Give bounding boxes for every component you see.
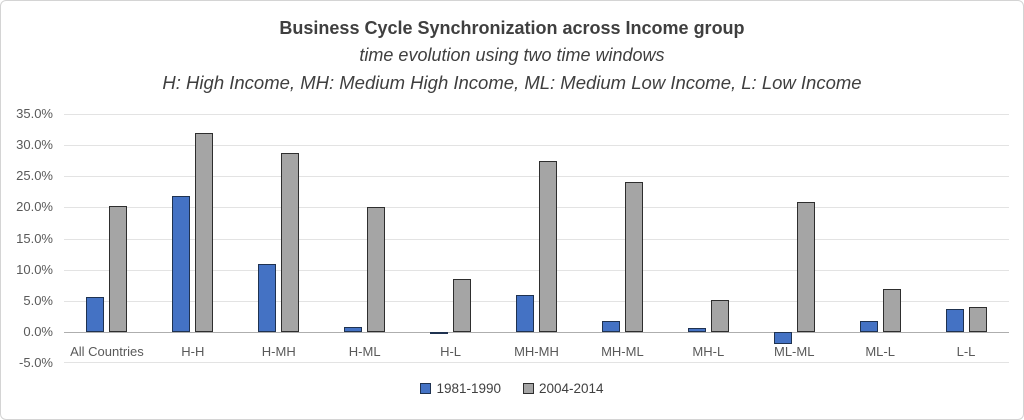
y-axis-label: -5.0%: [19, 355, 53, 370]
bar-2004-2014-H-L: [453, 278, 472, 332]
gridline: [64, 145, 1009, 147]
y-axis-label: 10.0%: [16, 261, 53, 277]
chart-note: H: High Income, MH: Medium High Income, …: [162, 72, 862, 93]
x-axis-label: H-H: [181, 343, 205, 359]
category-group: ML-L: [837, 114, 923, 363]
bar-1981-1990-ML-ML: [773, 331, 792, 345]
bar-2004-2014-H-H: [195, 132, 214, 332]
gridline: [64, 114, 1009, 115]
gridline: [64, 207, 1009, 209]
y-axis-label: 25.0%: [16, 168, 53, 184]
bar-2004-2014-MH-MH: [538, 161, 557, 332]
category-group: MH-L: [665, 114, 751, 363]
bar-1981-1990-MH-L: [687, 328, 706, 332]
gridline: [64, 269, 1009, 271]
y-axis-label: 20.0%: [16, 199, 53, 215]
bar-1981-1990-H-MH: [258, 264, 277, 332]
category-group: H-H: [150, 114, 236, 363]
bar-1981-1990-MH-MH: [515, 294, 534, 332]
bar-2004-2014-MH-ML: [624, 182, 643, 332]
legend-label-1981-1990: 1981-1990: [436, 381, 501, 396]
legend: 1981-1990 2004-2014: [1, 381, 1023, 396]
bar-1981-1990-MH-ML: [601, 320, 620, 332]
x-axis-label: All Countries: [70, 343, 144, 359]
gridline: [64, 362, 1009, 363]
legend-item-2004-2014: 2004-2014: [523, 381, 604, 396]
bar-1981-1990-ML-L: [859, 320, 878, 332]
x-axis-label: ML-ML: [773, 343, 815, 359]
x-axis-label: H-ML: [348, 343, 381, 359]
bar-2004-2014-All Countries: [109, 206, 128, 332]
legend-label-2004-2014: 2004-2014: [539, 381, 604, 396]
gridline: [64, 300, 1009, 302]
legend-item-1981-1990: 1981-1990: [420, 381, 501, 396]
bar-2004-2014-L-L: [968, 306, 987, 332]
category-group: H-MH: [236, 114, 322, 363]
x-axis-label: MH-ML: [601, 343, 644, 359]
category-group: All Countries: [64, 114, 150, 363]
y-axis-label: 30.0%: [16, 137, 53, 153]
gridline: [64, 176, 1009, 178]
bar-2004-2014-ML-ML: [796, 202, 815, 332]
x-axis-label: MH-L: [692, 343, 725, 359]
x-axis-label: L-L: [956, 343, 976, 359]
y-axis-label: 0.0%: [23, 323, 53, 339]
category-group: MH-MH: [494, 114, 580, 363]
chart-subtitle: time evolution using two time windows: [359, 45, 665, 65]
x-axis-label: H-L: [440, 343, 462, 359]
bar-2004-2014-H-MH: [281, 152, 300, 332]
legend-swatch-2004-2014-icon: [523, 383, 534, 394]
x-axis-label: H-MH: [261, 343, 296, 359]
bar-1981-1990-H-L: [430, 331, 449, 335]
category-group: H-ML: [322, 114, 408, 363]
bar-2004-2014-ML-L: [882, 288, 901, 332]
bar-2004-2014-MH-L: [710, 299, 729, 332]
legend-swatch-1981-1990-icon: [420, 383, 432, 394]
chart-header: Business Cycle Synchronization across In…: [1, 15, 1023, 96]
gridline: [64, 238, 1009, 240]
y-axis-label: 15.0%: [16, 230, 53, 246]
category-group: MH-ML: [579, 114, 665, 363]
plot-area: All Countries H-H H-MH H-ML H-L MH-MH MH-ML MH-…: [64, 114, 1009, 363]
y-axis-label: 35.0%: [16, 106, 53, 121]
chart-title: Business Cycle Synchronization across In…: [279, 18, 745, 38]
x-axis-line: [64, 331, 1009, 333]
category-group: ML-ML: [751, 114, 837, 363]
bar-1981-1990-All Countries: [86, 297, 105, 332]
x-axis-label: MH-MH: [514, 343, 559, 359]
x-axis-label: ML-L: [865, 343, 895, 359]
bar-1981-1990-H-ML: [344, 326, 363, 332]
y-axis-label: 5.0%: [23, 292, 53, 308]
bar-2004-2014-H-ML: [367, 207, 386, 332]
category-group: H-L: [408, 114, 494, 363]
category-group: L-L: [923, 114, 1009, 363]
bar-1981-1990-H-H: [172, 195, 191, 332]
bar-1981-1990-L-L: [945, 308, 964, 332]
